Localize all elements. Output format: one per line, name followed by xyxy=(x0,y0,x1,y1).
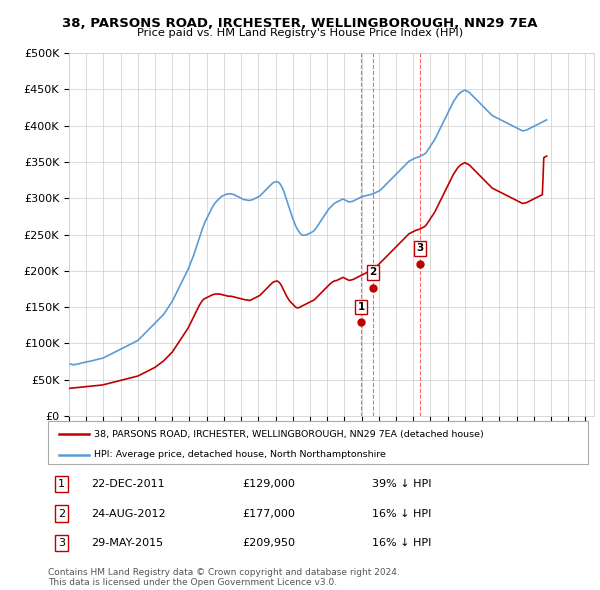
Text: 3: 3 xyxy=(416,244,424,254)
Text: HPI: Average price, detached house, North Northamptonshire: HPI: Average price, detached house, Nort… xyxy=(94,450,386,460)
Text: 38, PARSONS ROAD, IRCHESTER, WELLINGBOROUGH, NN29 7EA (detached house): 38, PARSONS ROAD, IRCHESTER, WELLINGBORO… xyxy=(94,430,484,439)
Text: £209,950: £209,950 xyxy=(242,538,295,548)
Text: 2: 2 xyxy=(369,267,376,277)
Text: 16% ↓ HPI: 16% ↓ HPI xyxy=(372,538,431,548)
Text: £177,000: £177,000 xyxy=(242,509,295,519)
Text: £129,000: £129,000 xyxy=(242,479,295,489)
Text: Contains HM Land Registry data © Crown copyright and database right 2024.
This d: Contains HM Land Registry data © Crown c… xyxy=(48,568,400,587)
Text: 29-MAY-2015: 29-MAY-2015 xyxy=(91,538,163,548)
Text: 1: 1 xyxy=(58,479,65,489)
Text: 16% ↓ HPI: 16% ↓ HPI xyxy=(372,509,431,519)
Text: 24-AUG-2012: 24-AUG-2012 xyxy=(91,509,166,519)
Text: 2: 2 xyxy=(58,509,65,519)
Text: 22-DEC-2011: 22-DEC-2011 xyxy=(91,479,165,489)
Text: 38, PARSONS ROAD, IRCHESTER, WELLINGBOROUGH, NN29 7EA: 38, PARSONS ROAD, IRCHESTER, WELLINGBORO… xyxy=(62,17,538,30)
Text: 3: 3 xyxy=(58,538,65,548)
Text: 39% ↓ HPI: 39% ↓ HPI xyxy=(372,479,431,489)
FancyBboxPatch shape xyxy=(48,421,588,464)
Text: 1: 1 xyxy=(358,302,365,312)
Text: Price paid vs. HM Land Registry's House Price Index (HPI): Price paid vs. HM Land Registry's House … xyxy=(137,28,463,38)
